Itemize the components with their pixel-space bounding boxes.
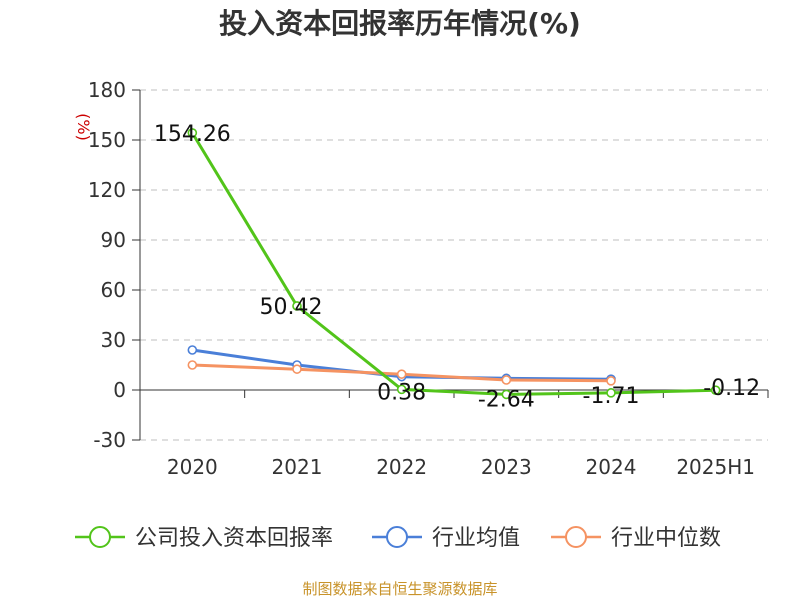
x-tick-label: 2020: [167, 455, 218, 479]
y-tick-label: 180: [88, 78, 126, 102]
legend-label: 公司投入资本回报率: [135, 526, 333, 551]
data-point: [501, 375, 512, 385]
data-point: [606, 376, 616, 386]
data-label: -0.12: [703, 376, 760, 401]
data-point: [292, 364, 302, 374]
legend-swatch-marker: [565, 526, 587, 548]
source-note: 制图数据来自恒生聚源数据库: [302, 580, 497, 598]
data-point: [292, 301, 302, 311]
data-point: [187, 345, 198, 355]
legend-swatch-marker: [386, 526, 408, 548]
legend: 公司投入资本回报率 行业均值 行业中位数: [75, 526, 721, 551]
legend-swatch-marker: [89, 526, 111, 548]
y-tick-label: 30: [101, 328, 126, 352]
series-line: [191, 132, 716, 396]
chart-title: 投入资本回报率历年情况(%): [219, 7, 581, 40]
data-point: [187, 360, 198, 370]
legend-label: 行业均值: [432, 526, 520, 551]
x-tick-label: 2022: [376, 455, 427, 479]
y-tick-label: 60: [101, 278, 126, 302]
data-label: 0.38: [377, 380, 426, 405]
grid-lines: [140, 89, 768, 441]
data-point: [187, 128, 198, 138]
data-label: -2.64: [478, 387, 535, 412]
data-point: [396, 384, 407, 395]
data-point: [710, 385, 721, 396]
y-tick-label: 0: [113, 378, 126, 402]
x-tick-label: 2021: [272, 455, 323, 479]
x-tick-label: 2023: [481, 455, 532, 479]
y-tick-label: 90: [101, 228, 126, 252]
x-tick-label: 2024: [586, 455, 637, 479]
axes: -30 0 30 60 90 120 150 180 2020 2021 2022 2023 2024 2…: [88, 78, 769, 479]
legend-label: 行业中位数: [611, 526, 721, 551]
y-tick-label: 150: [88, 128, 126, 152]
data-point: [396, 369, 407, 379]
y-axis-unit-label: (%): [74, 113, 93, 141]
data-labels: 154.26 50.42 0.38 -2.64 -1.71 -0.12: [154, 122, 760, 413]
y-tick-label: -30: [93, 428, 126, 452]
data-label: -1.71: [583, 384, 640, 409]
data-point: [501, 389, 512, 400]
y-tick-label: 120: [88, 178, 126, 202]
data-label: 50.42: [260, 295, 323, 320]
data-label: 154.26: [154, 122, 231, 147]
series-lines: [187, 128, 721, 400]
x-tick-label: 2025H1: [676, 455, 755, 479]
data-point: [606, 388, 616, 398]
